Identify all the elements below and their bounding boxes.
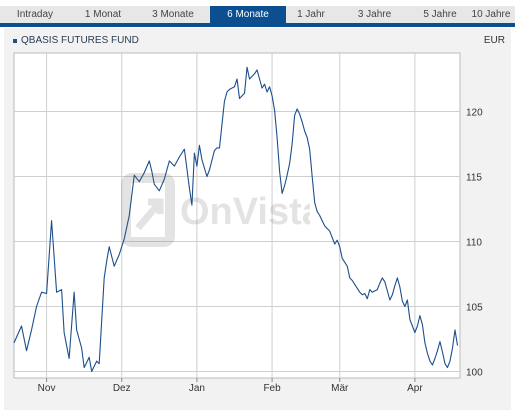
chart-legend: QBASIS FUTURES FUND: [13, 35, 139, 46]
y-tick-label: 120: [466, 108, 483, 119]
y-tick-label: 100: [466, 368, 483, 379]
tab-5-jahre[interactable]: 5 Jahre: [423, 9, 457, 20]
y-axis: 100 105 110 115 120: [466, 108, 483, 379]
x-tick-label: Jan: [189, 383, 205, 394]
x-tick-label: Dez: [113, 383, 131, 394]
timeframe-tabbar: Intraday 1 Monat 3 Monate 6 Monate 1 Jah…: [0, 6, 515, 27]
tab-1-monat[interactable]: 1 Monat: [84, 9, 122, 20]
y-tick-label: 115: [466, 173, 482, 184]
tab-6-monate[interactable]: 6 Monate: [210, 6, 286, 23]
tab-3-jahre[interactable]: 3 Jahre: [357, 9, 392, 20]
tab-10-jahre[interactable]: 10 Jahre: [471, 9, 511, 20]
x-tick-label: Nov: [38, 383, 56, 394]
y-tick-label: 110: [466, 238, 482, 249]
legend-series-name: QBASIS FUTURES FUND: [21, 35, 139, 46]
currency-label: EUR: [483, 35, 505, 46]
chart-grid: [14, 53, 460, 382]
legend-swatch: [13, 38, 17, 43]
tab-intraday[interactable]: Intraday: [16, 9, 54, 20]
tab-1-jahr[interactable]: 1 Jahr: [297, 9, 325, 20]
y-tick-label: 105: [466, 303, 483, 314]
x-tick-label: Mär: [331, 383, 349, 394]
tab-3-monate[interactable]: 3 Monate: [152, 9, 194, 20]
x-tick-label: Apr: [407, 383, 423, 394]
x-tick-label: Feb: [263, 383, 281, 394]
x-axis: Nov Dez Jan Feb Mär Apr: [38, 383, 424, 394]
plot-area: [13, 52, 461, 379]
series-line: [13, 66, 459, 373]
